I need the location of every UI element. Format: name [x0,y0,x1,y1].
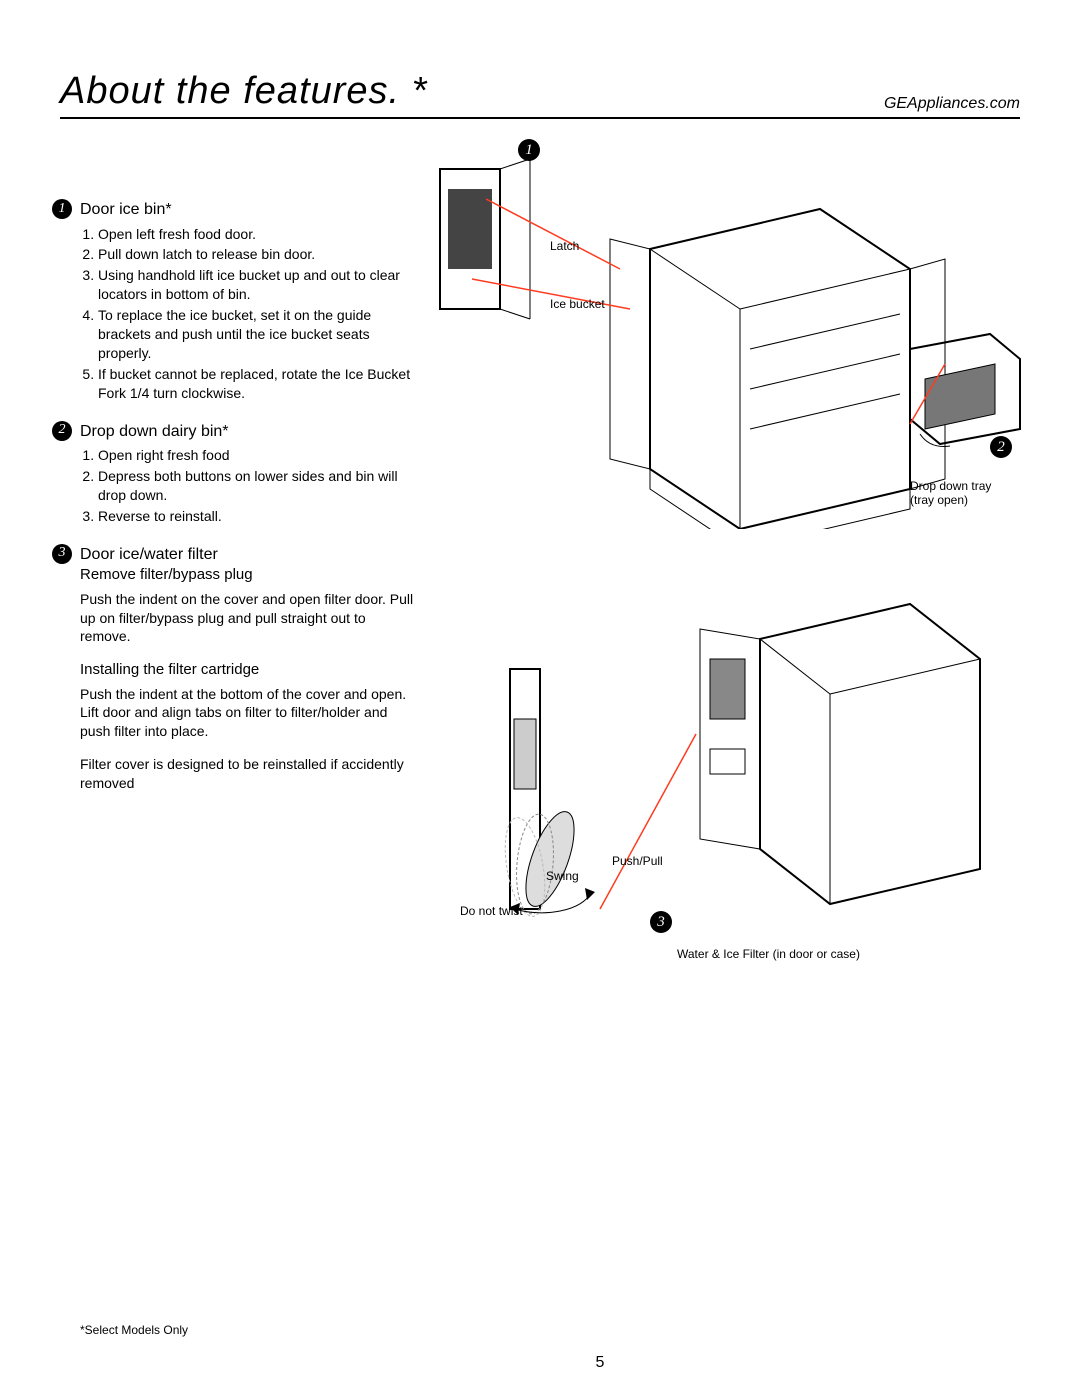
footnote: *Select Models Only [80,1323,188,1337]
label-drop-tray: Drop down tray [910,479,991,493]
list-item: Pull down latch to release bin door. [98,245,420,264]
diagram-door-ice [430,149,550,329]
label-filter-location: Water & Ice Filter (in door or case) [677,947,860,961]
bullet-2: 2 [52,421,72,441]
site-url: GEAppliances.com [884,95,1020,113]
label-swing: Swing [546,869,579,883]
section-2: 2 Drop down dairy bin* Open right fresh … [80,421,420,526]
paragraph: Filter cover is designed to be reinstall… [80,755,420,793]
section-3-title: Door ice/water filter [80,544,420,566]
callout-num-2: 2 [990,436,1012,458]
section-2-title: Drop down dairy bin* [80,421,420,443]
paragraph: Push the indent on the cover and open fi… [80,590,420,647]
label-drop-tray-2: (tray open) [910,493,968,507]
section-3-sub1: Remove filter/bypass plug [80,565,420,585]
section-3: 3 Door ice/water filter Remove filter/by… [80,544,420,793]
section-3-sub2: Installing the filter cartridge [80,660,420,680]
bullet-1: 1 [52,199,72,219]
diagram-fridge-open [590,169,950,529]
paragraph: Push the indent at the bottom of the cov… [80,685,420,742]
bullet-3: 3 [52,544,72,564]
list-item: Depress both buttons on lower sides and … [98,467,420,505]
diagram-dairy-bin [900,329,1030,459]
label-latch: Latch [550,239,579,253]
label-ice-bucket: Ice bucket [550,297,605,311]
list-item: To replace the ice bucket, set it on the… [98,306,420,363]
label-no-twist: Do not twist [460,904,523,918]
list-item: If bucket cannot be replaced, rotate the… [98,365,420,403]
callout-num-3: 3 [650,911,672,933]
callout-num-1: 1 [518,139,540,161]
page-number: 5 [60,1354,1080,1372]
diagram-fridge-filter [660,579,1000,909]
content-area: 1 Door ice bin* Open left fresh food doo… [60,139,1020,1239]
label-push-pull: Push/Pull [612,854,663,868]
section-1: 1 Door ice bin* Open left fresh food doo… [80,199,420,403]
page-title: About the features. * [60,70,427,113]
list-item: Using handhold lift ice bucket up and ou… [98,266,420,304]
text-column: 1 Door ice bin* Open left fresh food doo… [80,199,420,811]
list-item: Reverse to reinstall. [98,507,420,526]
list-item: Open left fresh food door. [98,225,420,244]
section-1-title: Door ice bin* [80,199,420,221]
list-item: Open right fresh food [98,446,420,465]
